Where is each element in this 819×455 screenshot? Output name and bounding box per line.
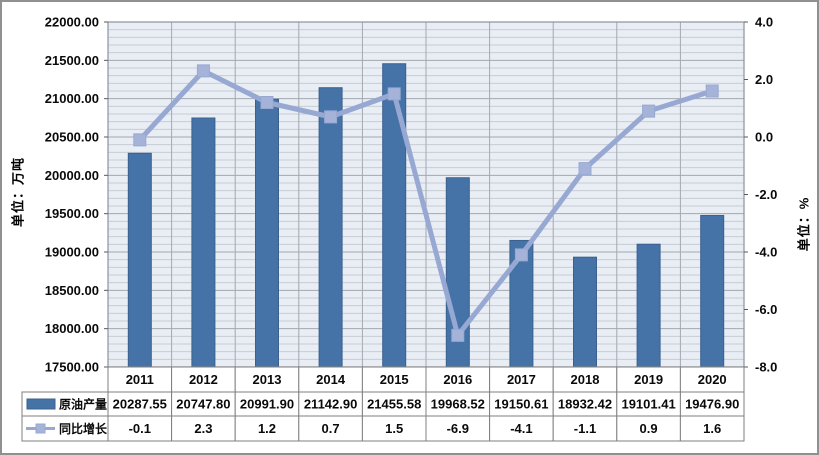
year-cell [679, 366, 745, 393]
series-name-growth: 同比增长 [59, 421, 108, 436]
production-bar [255, 98, 279, 368]
production-value: 18932.42 [558, 397, 612, 412]
left-axis-tick-label: 20500.00 [45, 130, 99, 145]
growth-value-cell [234, 415, 300, 442]
left-axis-tick-label: 17500.00 [45, 360, 99, 375]
growth-value: 1.2 [258, 421, 276, 436]
year-label: 2013 [253, 372, 282, 387]
year-label: 2020 [698, 372, 727, 387]
growth-value: -6.9 [447, 421, 469, 436]
growth-marker [324, 110, 338, 124]
year-label: 2017 [507, 372, 536, 387]
growth-line [137, 68, 715, 338]
production-value: 20287.55 [113, 397, 167, 412]
production-value: 19101.41 [621, 397, 675, 412]
growth-marker [514, 248, 528, 262]
production-bar [573, 256, 597, 368]
growth-marker [196, 64, 210, 78]
right-axis-tick-label: 2.0 [755, 72, 773, 87]
production-bar [318, 87, 343, 368]
growth-marker [451, 328, 465, 342]
growth-value-cell [361, 415, 427, 442]
year-label: 2012 [189, 372, 218, 387]
year-label: 2018 [571, 372, 600, 387]
year-label: 2019 [634, 372, 663, 387]
production-value-cell [679, 391, 745, 417]
left-axis-tick-label: 18500.00 [45, 283, 99, 298]
right-axis-tick-label: -8.0 [755, 360, 777, 375]
growth-value-cell [552, 415, 618, 442]
production-value: 21455.58 [367, 397, 421, 412]
production-bar [700, 214, 725, 368]
growth-value-cell [489, 415, 554, 442]
growth-marker [578, 162, 592, 176]
left-axis-tick-label: 21000.00 [45, 91, 99, 106]
production-bar [636, 243, 661, 368]
production-value-cell [552, 391, 618, 417]
growth-value: -0.1 [129, 421, 151, 436]
year-cell [107, 366, 173, 393]
production-value-cell [616, 391, 681, 417]
growth-value-cell [171, 415, 236, 442]
production-value-cell [234, 391, 300, 417]
production-value: 20991.90 [240, 397, 294, 412]
left-axis-tick-label: 19000.00 [45, 245, 99, 260]
growth-marker [642, 104, 656, 118]
left-axis-tick-label: 19500.00 [45, 206, 99, 221]
year-label: 2016 [443, 372, 472, 387]
right-axis-tick-label: -6.0 [755, 302, 777, 317]
year-cell [425, 366, 491, 393]
production-bar [127, 152, 152, 368]
growth-marker [260, 96, 274, 109]
left-axis-tick-label: 22000.00 [45, 15, 99, 30]
left-axis-tick-label: 21500.00 [45, 53, 99, 68]
series-name-production: 原油产量 [59, 397, 107, 412]
right-axis-tick-label: -4.0 [755, 245, 777, 260]
growth-value: 1.5 [385, 421, 403, 436]
production-value: 19476.90 [685, 397, 739, 412]
growth-value: -4.1 [510, 421, 532, 436]
year-label: 2014 [316, 372, 346, 387]
production-value: 21142.90 [304, 397, 358, 412]
growth-value: -1.1 [574, 421, 596, 436]
growth-marker [705, 84, 719, 98]
growth-value: 0.7 [322, 421, 340, 436]
growth-value: 2.3 [194, 421, 212, 436]
production-value: 19150.61 [494, 397, 548, 412]
left-axis-tick-label: 20000.00 [45, 168, 99, 183]
growth-value: 0.9 [640, 421, 658, 436]
growth-marker [387, 87, 401, 101]
legend-marker-swatch-icon [35, 423, 46, 434]
year-label: 2011 [126, 372, 154, 387]
growth-value-cell [679, 415, 745, 442]
production-bar [382, 63, 407, 368]
production-value: 19968.52 [431, 397, 485, 412]
production-bar [191, 117, 216, 368]
growth-marker [133, 133, 147, 147]
growth-value-cell [616, 415, 681, 442]
year-cell [552, 366, 618, 393]
growth-value: 1.6 [703, 421, 721, 436]
year-label: 2015 [380, 372, 409, 387]
production-value: 20747.80 [176, 397, 230, 412]
right-axis-tick-label: 4.0 [755, 15, 773, 30]
production-value-cell [425, 391, 491, 417]
year-cell [298, 366, 363, 393]
left-axis-tick-label: 18000.00 [45, 321, 99, 336]
legend-bar-swatch-icon [26, 398, 56, 410]
right-axis-tick-label: 0.0 [755, 130, 773, 145]
right-axis-tick-label: -2.0 [755, 187, 777, 202]
